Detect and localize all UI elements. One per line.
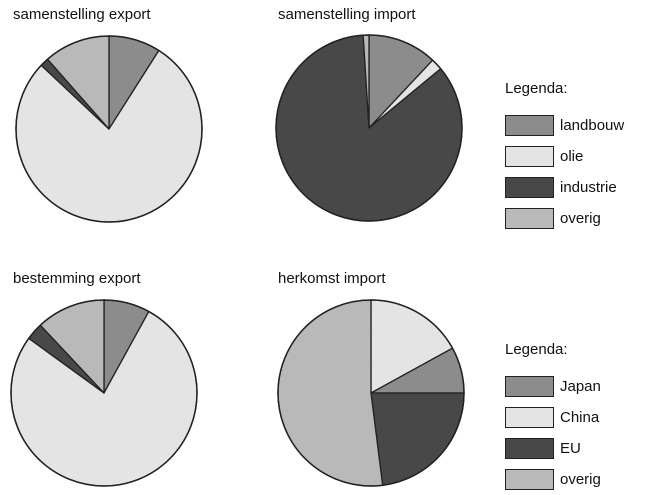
legend-label: overig xyxy=(560,210,601,227)
legend-swatch xyxy=(505,407,554,428)
legend-label: China xyxy=(560,409,600,426)
legend-label: overig xyxy=(560,471,601,488)
legend-label: industrie xyxy=(560,179,617,196)
pie-chart-herkomst-import xyxy=(277,299,465,487)
legend-swatch xyxy=(505,469,554,490)
legend-item-overig: overig xyxy=(505,203,624,234)
legend-item-industrie: industrie xyxy=(505,172,624,203)
legend-swatch xyxy=(505,438,554,459)
legend-label: landbouw xyxy=(560,117,625,134)
legend-item-japan: Japan xyxy=(505,371,601,402)
legend-label: Japan xyxy=(560,378,601,395)
pie-chart-samenstelling-import xyxy=(275,34,463,222)
pie-title-herkomst-import: herkomst import xyxy=(278,270,386,287)
pie-outline xyxy=(275,34,463,222)
legend-item-eu: EU xyxy=(505,433,601,464)
legend-swatch xyxy=(505,376,554,397)
legend-herkomst-bestemming: Legenda: Japan China EU overig xyxy=(505,339,601,495)
legend-title: Legenda: xyxy=(505,80,568,97)
legend-label: EU xyxy=(560,440,581,457)
pie-slice-overig xyxy=(277,299,384,487)
pie-title-samenstelling-export: samenstelling export xyxy=(13,6,151,23)
legend-item-landbouw: landbouw xyxy=(505,110,624,141)
legend-swatch xyxy=(505,146,554,167)
pie-slice-eu xyxy=(370,392,465,486)
legend-swatch xyxy=(505,115,554,136)
legend-item-olie: olie xyxy=(505,141,624,172)
pie-title-bestemming-export: bestemming export xyxy=(13,270,141,287)
legend-swatch xyxy=(505,208,554,229)
legend-label: olie xyxy=(560,148,584,165)
legend-item-overig: overig xyxy=(505,464,601,495)
pie-title-samenstelling-import: samenstelling import xyxy=(278,6,416,23)
legend-item-china: China xyxy=(505,402,601,433)
pie-chart-samenstelling-export xyxy=(15,35,203,223)
legend-swatch xyxy=(505,177,554,198)
pie-outline xyxy=(15,35,203,223)
legend-title: Legenda: xyxy=(505,341,568,358)
legend-samenstelling: Legenda: landbouw olie industrie overig xyxy=(505,78,624,234)
